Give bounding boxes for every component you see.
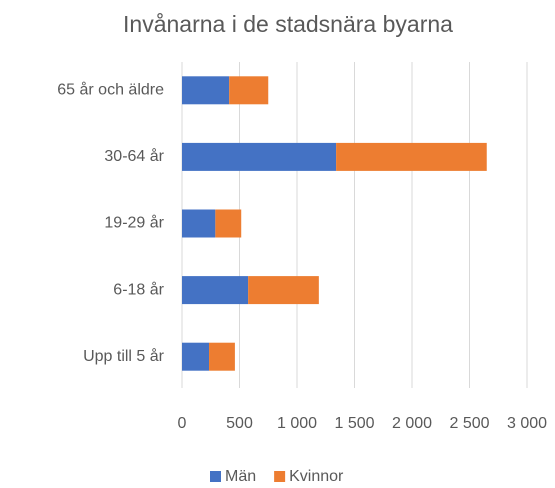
legend-swatch — [274, 471, 286, 482]
legend-swatch — [210, 471, 221, 482]
x-tick-label: 1 000 — [277, 415, 317, 432]
bar — [182, 342, 210, 371]
legend-label: Män — [225, 468, 256, 485]
x-tick-label: 500 — [226, 415, 253, 432]
y-tick-label: 19-29 år — [104, 214, 164, 232]
bar — [182, 76, 230, 105]
bar — [209, 342, 235, 371]
x-tick-label: 2 500 — [449, 415, 489, 432]
bar — [215, 209, 242, 238]
bar — [182, 209, 216, 238]
bar — [182, 276, 249, 305]
bar — [182, 142, 337, 171]
x-tick-label: 1 500 — [334, 415, 374, 432]
y-tick-label: Upp till 5 år — [83, 347, 165, 365]
y-tick-label: 6-18 år — [113, 280, 164, 298]
bar — [336, 142, 487, 171]
x-tick-label: 3 000 — [507, 415, 547, 432]
bar — [248, 276, 319, 305]
x-tick-label: 2 000 — [392, 415, 432, 432]
x-tick-label: 0 — [178, 415, 187, 432]
legend-label: Kvinnor — [289, 468, 344, 485]
bar — [229, 76, 269, 105]
y-tick-label: 65 år och äldre — [57, 81, 164, 99]
chart-title: Invånarna i de stadsnära byarna — [123, 11, 453, 37]
y-tick-label: 30-64 år — [104, 147, 164, 165]
